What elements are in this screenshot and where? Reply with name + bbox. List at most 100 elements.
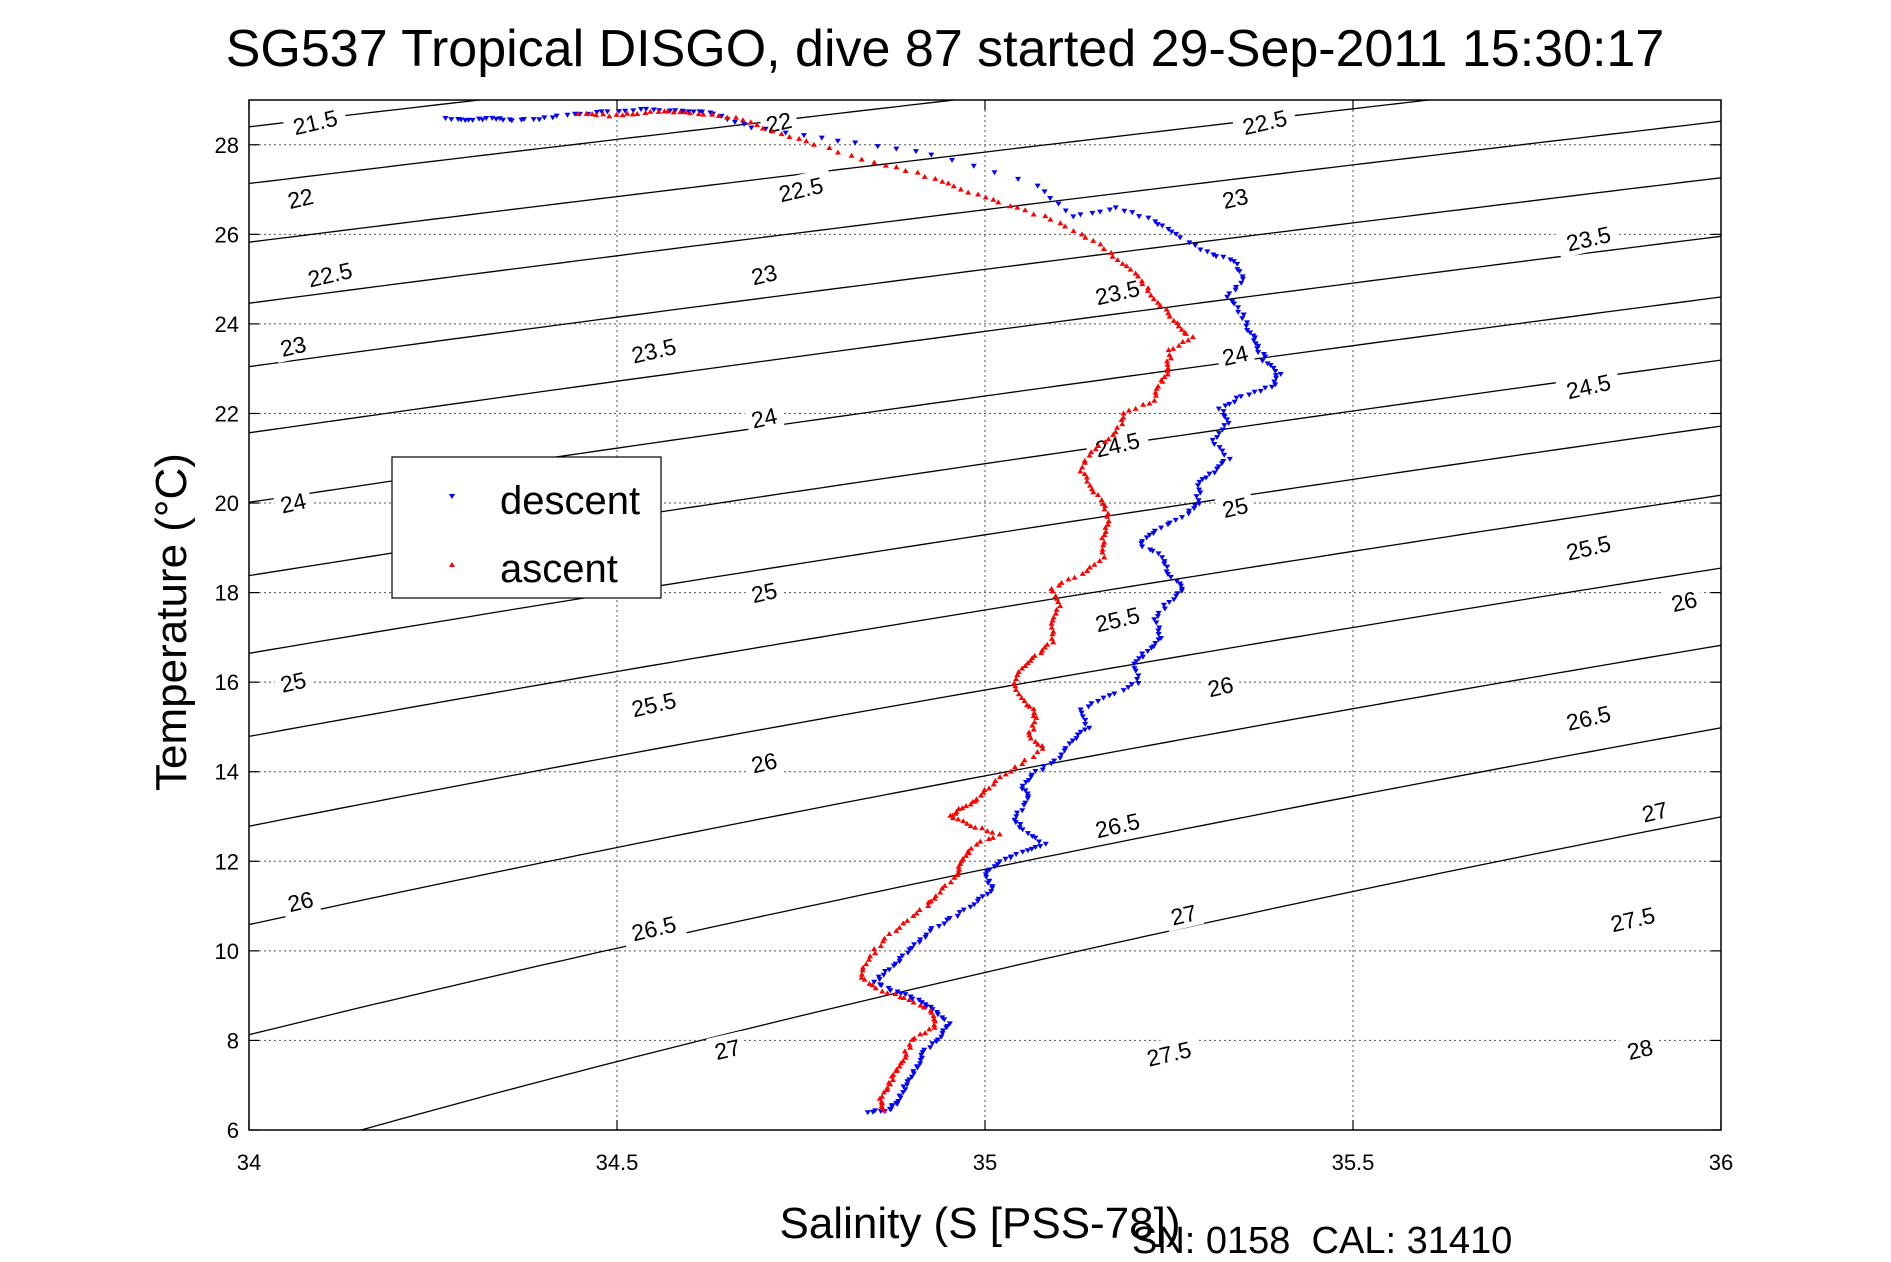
descent-point xyxy=(1082,721,1089,727)
ascent-point xyxy=(1104,513,1111,519)
ascent-point xyxy=(1118,417,1125,423)
ascent-point xyxy=(1096,558,1103,564)
descent-point xyxy=(974,898,981,904)
ascent-point xyxy=(1157,302,1164,308)
descent-point xyxy=(1134,676,1141,682)
descent-point xyxy=(1155,637,1162,643)
legend-label-descent: descent xyxy=(500,479,640,523)
ascent-point xyxy=(951,874,958,880)
ascent-point xyxy=(893,1067,900,1073)
ascent-point xyxy=(634,111,641,117)
ascent-point xyxy=(1079,570,1086,576)
ascent-point xyxy=(1078,231,1085,237)
contour-label: 26 xyxy=(1663,582,1705,619)
density-contour-line xyxy=(249,644,1721,926)
descent-point xyxy=(1081,727,1088,733)
ascent-point xyxy=(1047,216,1054,222)
ascent-point xyxy=(1178,326,1185,332)
ascent-point xyxy=(1086,564,1093,570)
contour-label: 26.5 xyxy=(1083,803,1151,846)
descent-point xyxy=(622,108,629,114)
descent-point xyxy=(1250,338,1257,344)
descent-point xyxy=(1077,212,1084,218)
descent-point xyxy=(1231,301,1238,307)
contour-label-text: 25 xyxy=(749,577,780,608)
ascent-point xyxy=(1100,542,1107,548)
contour-label-background xyxy=(1554,365,1622,407)
ascent-point xyxy=(1039,742,1046,748)
descent-point xyxy=(983,869,990,875)
contour-label-background xyxy=(281,100,349,143)
descent-point xyxy=(1224,294,1231,300)
descent-point xyxy=(1172,517,1179,523)
descent-point xyxy=(1157,636,1164,642)
descent-point xyxy=(1270,365,1277,371)
ascent-point xyxy=(1161,374,1168,380)
descent-point xyxy=(1154,614,1161,620)
ascent-point xyxy=(1002,771,1009,777)
descent-point xyxy=(971,902,978,908)
ascent-point xyxy=(1140,401,1147,407)
ascent-point xyxy=(1095,443,1102,449)
descent-point xyxy=(908,1074,915,1080)
ascent-point xyxy=(1019,665,1026,671)
descent-point xyxy=(900,1084,907,1090)
ascent-point xyxy=(1030,726,1037,732)
ascent-point xyxy=(866,980,873,986)
descent-point xyxy=(880,972,887,978)
descent-point xyxy=(912,149,919,155)
descent-point xyxy=(1161,561,1168,567)
descent-point xyxy=(1139,654,1146,660)
descent-point xyxy=(1048,761,1055,767)
ascent-point xyxy=(655,108,662,114)
descent-point xyxy=(874,144,881,150)
contour-label-background xyxy=(296,253,364,295)
descent-point xyxy=(897,1095,904,1101)
ascent-point xyxy=(1125,407,1132,413)
descent-point xyxy=(986,867,993,873)
descent-point xyxy=(928,152,935,158)
descent-point xyxy=(1158,525,1165,531)
contour-label-background xyxy=(1135,1032,1203,1074)
descent-point xyxy=(1106,207,1113,213)
ascent-point xyxy=(1031,719,1038,725)
ascent-point xyxy=(1053,606,1060,612)
contour-label: 22 xyxy=(757,103,800,140)
descent-point xyxy=(908,945,915,951)
contour-label-text: 24 xyxy=(1220,340,1251,371)
descent-point xyxy=(877,1108,884,1114)
descent-point xyxy=(1164,571,1171,577)
contour-label: 22 xyxy=(279,179,321,216)
descent-point xyxy=(1222,403,1229,409)
descent-point xyxy=(894,1101,901,1107)
y-tick-label: 26 xyxy=(215,222,239,247)
ascent-point xyxy=(778,131,785,137)
ascent-point xyxy=(1048,624,1055,630)
ascent-point xyxy=(1079,464,1086,470)
descent-point xyxy=(983,874,990,880)
ascent-point xyxy=(965,189,972,195)
y-tick-label: 6 xyxy=(227,1118,239,1143)
ascent-point xyxy=(980,789,987,795)
descent-point xyxy=(1227,257,1234,263)
descent-point xyxy=(1139,651,1146,657)
y-tick-label: 8 xyxy=(227,1028,239,1053)
ascent-point xyxy=(1070,228,1077,234)
descent-point xyxy=(1156,625,1163,631)
contour-label-background xyxy=(1214,336,1256,373)
ascent-point xyxy=(1049,631,1056,637)
contour-label: 26 xyxy=(1199,668,1241,704)
descent-point xyxy=(1247,330,1254,336)
ascent-point xyxy=(1014,204,1021,210)
descent-point xyxy=(934,1012,941,1018)
ascent-point xyxy=(996,774,1003,780)
descent-point xyxy=(1144,649,1151,655)
y-tick-label: 10 xyxy=(215,939,239,964)
descent-point xyxy=(871,979,878,985)
ascent-point xyxy=(995,199,1002,205)
contour-label-text: 26 xyxy=(285,886,316,917)
descent-point xyxy=(1125,685,1132,691)
ascent-point xyxy=(989,829,996,835)
ascent-point xyxy=(982,194,989,200)
ascent-point xyxy=(1170,317,1177,323)
